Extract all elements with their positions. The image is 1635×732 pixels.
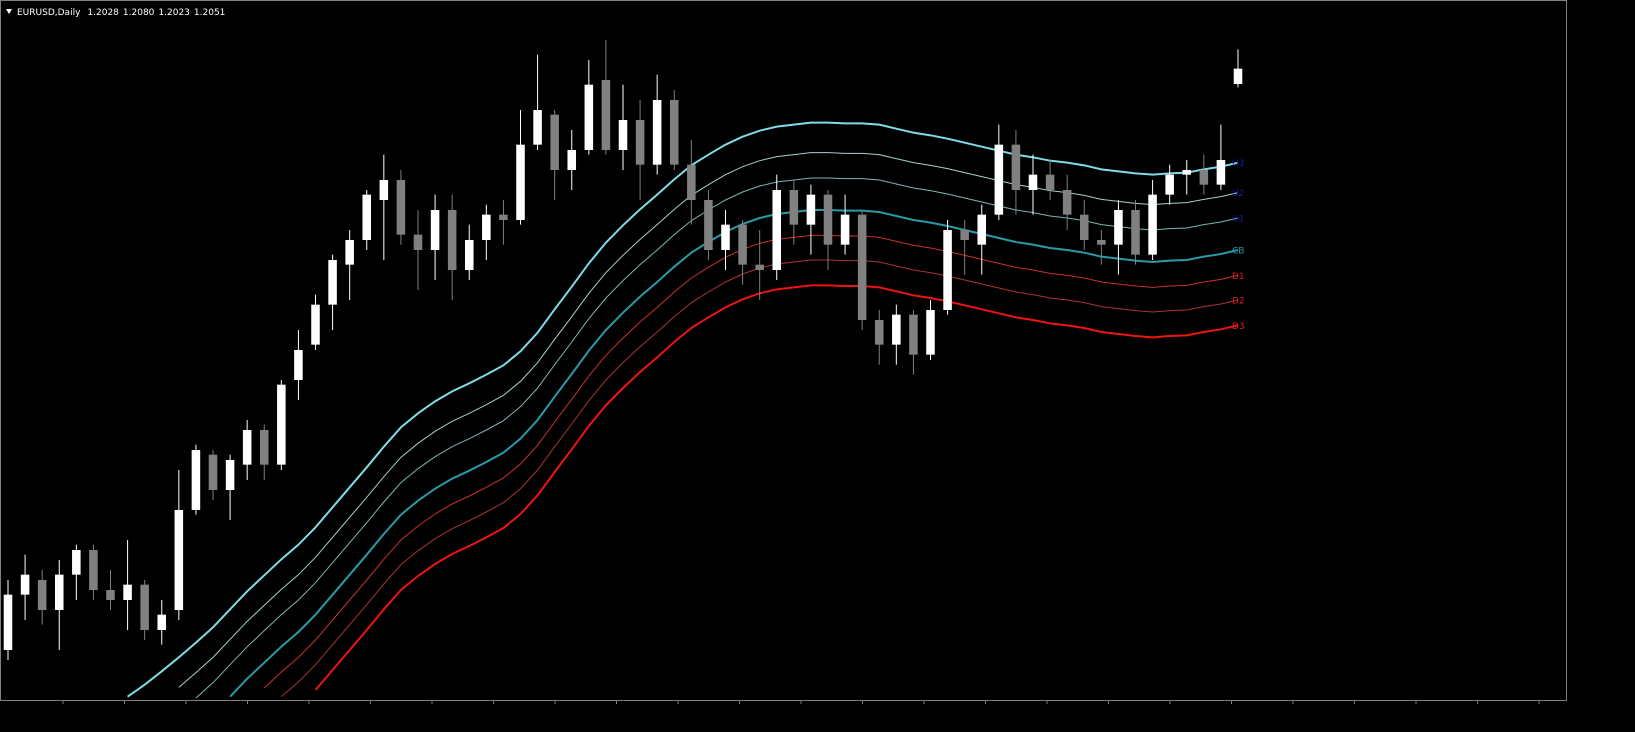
candle-body <box>345 240 354 265</box>
candle-body <box>823 194 833 245</box>
candle-body <box>242 430 252 465</box>
candle-body <box>533 110 542 145</box>
candle-body <box>926 310 935 355</box>
candle-body <box>447 210 457 270</box>
candle-body <box>396 180 406 235</box>
candle-body <box>1216 160 1226 185</box>
candle-body <box>1131 210 1140 255</box>
candle-body <box>909 314 918 355</box>
candle-body <box>806 194 816 225</box>
band-line <box>229 209 1239 698</box>
candle-body <box>738 224 747 265</box>
candle-body <box>3 594 13 650</box>
candle-body <box>259 430 269 465</box>
candle-body <box>1097 240 1106 245</box>
candle-body <box>567 150 577 170</box>
candle-body <box>482 214 491 240</box>
candle-body <box>362 194 372 240</box>
band-line <box>263 234 1239 689</box>
candle-body <box>994 144 1004 215</box>
candle-body <box>140 584 149 630</box>
candle-body <box>1199 170 1209 185</box>
candle-body <box>499 214 508 220</box>
candle-body <box>840 214 850 245</box>
candle-body <box>721 224 730 250</box>
candle-body <box>1148 194 1157 255</box>
band-label: CB <box>1232 247 1244 257</box>
band-label: D2 <box>1232 297 1245 307</box>
candle-body <box>977 214 987 245</box>
candle-body <box>277 384 286 465</box>
candle-body <box>311 304 320 345</box>
symbol: EURUSD,Daily <box>17 8 81 18</box>
candle-body <box>635 120 645 165</box>
band-label: D1 <box>1232 272 1245 282</box>
candle-body <box>584 84 594 150</box>
band-label: U2 <box>1232 189 1244 199</box>
plot-area <box>3 40 1243 699</box>
candle-body <box>20 574 30 595</box>
collapse-icon[interactable] <box>6 9 12 14</box>
candle-body <box>208 454 218 490</box>
candle-body <box>191 450 201 510</box>
candle-body <box>430 210 440 250</box>
open-label: 1.2028 <box>87 8 119 18</box>
candle-body <box>857 214 867 320</box>
candle-body <box>106 590 115 600</box>
candle-body <box>618 120 628 150</box>
candle-body <box>413 234 423 250</box>
candle-body <box>516 144 525 220</box>
candle-body <box>550 114 559 170</box>
candle-body <box>1233 68 1243 84</box>
candle-body <box>294 350 303 380</box>
candle-body <box>687 164 696 200</box>
chart-header: EURUSD,Daily 1.2028 1.2080 1.2023 1.2051 <box>17 8 225 18</box>
candle-body <box>755 264 764 270</box>
band-label: D3 <box>1232 322 1245 332</box>
candle-body <box>72 550 81 575</box>
band-line <box>314 284 1239 691</box>
candle-body <box>1114 210 1123 245</box>
candle-body <box>1011 144 1021 190</box>
candle-body <box>1165 174 1174 195</box>
candle-body <box>1045 174 1055 190</box>
candle-body <box>89 550 98 590</box>
candle-body <box>174 510 184 610</box>
candle-body <box>123 584 132 600</box>
candle-body <box>328 260 337 305</box>
candle-body <box>943 230 952 310</box>
candle-body <box>669 100 679 165</box>
band-line <box>178 152 1239 688</box>
band-line <box>195 177 1239 699</box>
candle-body <box>874 320 884 345</box>
candle-body <box>652 100 662 165</box>
low-label: 1.2023 <box>158 8 190 18</box>
plot-frame <box>0 0 1567 701</box>
candle-body <box>379 180 389 200</box>
candle-body <box>772 190 782 270</box>
candle-body <box>960 230 969 240</box>
candle-body <box>1182 170 1192 175</box>
candle-body <box>54 574 64 610</box>
close-label: 1.2051 <box>194 8 226 18</box>
candle-body <box>601 80 611 150</box>
candle-body <box>464 240 474 270</box>
candle-body <box>157 614 167 630</box>
candle-body <box>225 460 235 490</box>
candle-body <box>789 190 799 225</box>
candle-body <box>1079 214 1089 240</box>
band-label: U1 <box>1232 215 1244 225</box>
candle-body <box>704 200 713 250</box>
candle-body <box>37 580 47 610</box>
band-line <box>127 121 1239 698</box>
band-label: U3 <box>1232 159 1244 169</box>
candle-body <box>1028 174 1038 190</box>
candle-body <box>1062 190 1072 215</box>
high-label: 1.2080 <box>123 8 155 18</box>
candle-body <box>892 314 901 345</box>
